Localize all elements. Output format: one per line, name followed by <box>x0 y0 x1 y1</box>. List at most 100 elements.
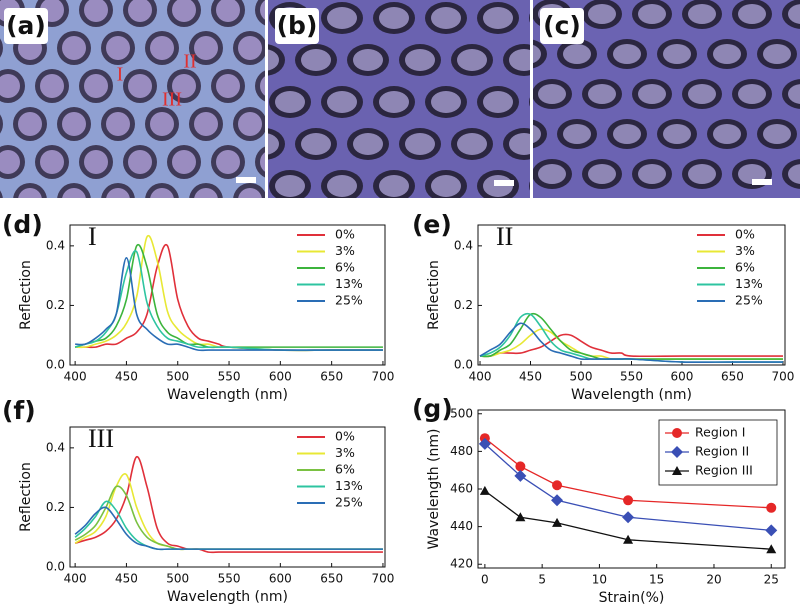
data-point <box>551 494 564 507</box>
y-tick-label: 0.0 <box>454 358 473 372</box>
panel-label: (a) <box>6 11 46 40</box>
legend-label: Region I <box>695 425 745 440</box>
data-point <box>623 495 634 506</box>
x-tick-label: 550 <box>218 572 241 586</box>
y-tick-label: 500 <box>450 406 473 420</box>
x-tick-label: 700 <box>371 572 394 586</box>
legend-label: 25% <box>735 293 763 308</box>
plot-frame <box>69 224 386 366</box>
y-tick-label: 0.4 <box>454 238 473 252</box>
x-tick-label: 450 <box>115 370 138 384</box>
legend-label: 3% <box>335 445 355 460</box>
y-tick-label: 0.2 <box>46 298 65 312</box>
x-tick-label: 450 <box>115 572 138 586</box>
x-tick-label: 400 <box>64 370 87 384</box>
legend-label: Region III <box>695 463 753 478</box>
x-tick-label: 650 <box>721 370 744 384</box>
y-axis-label: Reflection <box>18 260 34 330</box>
data-point <box>515 461 526 472</box>
x-tick-label: 5 <box>538 573 546 587</box>
legend-label: 0% <box>335 429 355 444</box>
x-tick-label: 15 <box>649 573 664 587</box>
panel-label: (b) <box>277 11 318 40</box>
panel-label: (f) <box>2 396 36 425</box>
data-point <box>622 511 635 524</box>
x-tick-label: 25 <box>764 573 779 587</box>
data-point <box>515 512 526 522</box>
legend-label: 3% <box>335 243 355 258</box>
x-tick-label: 700 <box>371 370 394 384</box>
y-tick-label: 0.4 <box>46 238 65 252</box>
legend-label: 25% <box>335 293 363 308</box>
y-tick-label: 480 <box>450 444 473 458</box>
region-label: I <box>117 64 124 86</box>
data-line <box>74 506 383 551</box>
data-point <box>672 466 682 475</box>
data-point <box>766 502 777 513</box>
y-tick-label: 460 <box>450 482 473 496</box>
x-tick-label: 400 <box>469 370 492 384</box>
x-tick-label: 450 <box>519 370 542 384</box>
data-point <box>766 544 777 554</box>
y-tick-label: 0.2 <box>454 298 473 312</box>
x-axis-label: Wavelength (nm) <box>167 589 288 605</box>
region-label: III <box>162 89 182 111</box>
legend-label: 6% <box>735 260 755 275</box>
label-box <box>540 8 584 44</box>
y-tick-label: 0.2 <box>46 500 65 514</box>
chart-label: II <box>496 222 513 251</box>
y-tick-label: 0.0 <box>46 560 65 574</box>
x-tick-label: 400 <box>64 572 87 586</box>
legend-label: 6% <box>335 462 355 477</box>
legend-label: 6% <box>335 260 355 275</box>
label-box <box>4 8 48 44</box>
legend-label: 3% <box>735 243 755 258</box>
panel-label: (g) <box>412 394 453 423</box>
data-line <box>479 322 783 364</box>
x-tick-label: 600 <box>671 370 694 384</box>
y-tick-label: 420 <box>450 557 473 571</box>
x-tick-label: 600 <box>269 370 292 384</box>
region-label: II <box>183 51 196 73</box>
x-tick-label: 650 <box>320 370 343 384</box>
x-tick-label: 500 <box>570 370 593 384</box>
data-point <box>623 534 634 544</box>
legend-label: 0% <box>735 227 755 242</box>
data-line <box>74 250 383 352</box>
data-line <box>75 256 383 352</box>
chart-label: I <box>88 222 97 251</box>
x-axis-label: Strain(%) <box>599 590 665 606</box>
data-point <box>671 446 683 458</box>
legend-label: 13% <box>335 478 363 493</box>
x-tick-label: 500 <box>166 370 189 384</box>
x-tick-label: 20 <box>706 573 721 587</box>
legend-label: 25% <box>335 495 363 510</box>
legend-label: 13% <box>335 276 363 291</box>
data-point <box>478 437 491 450</box>
y-tick-label: 0.4 <box>46 440 65 454</box>
x-axis-label: Wavelength (nm) <box>167 387 288 403</box>
legend-label: Region II <box>695 444 749 459</box>
label-box <box>275 8 319 44</box>
data-point <box>765 524 778 537</box>
x-axis-label: Wavelength (nm) <box>571 387 692 403</box>
data-line <box>480 328 783 361</box>
legend-label: 0% <box>335 227 355 242</box>
plot-frame <box>69 426 386 568</box>
chart-label: III <box>88 424 114 453</box>
x-tick-label: 550 <box>218 370 241 384</box>
y-axis-label: Reflection <box>426 260 442 330</box>
x-tick-label: 700 <box>772 370 795 384</box>
y-tick-label: 0.0 <box>46 358 65 372</box>
x-tick-label: 650 <box>320 572 343 586</box>
data-point <box>552 517 563 527</box>
x-tick-label: 500 <box>166 572 189 586</box>
plot-frame <box>477 409 786 569</box>
scale-bar <box>752 179 772 185</box>
x-tick-label: 550 <box>620 370 643 384</box>
data-point <box>514 469 527 482</box>
data-line <box>74 455 383 554</box>
y-axis-label: Wavelength (nm) <box>426 429 442 550</box>
data-line <box>480 333 783 358</box>
